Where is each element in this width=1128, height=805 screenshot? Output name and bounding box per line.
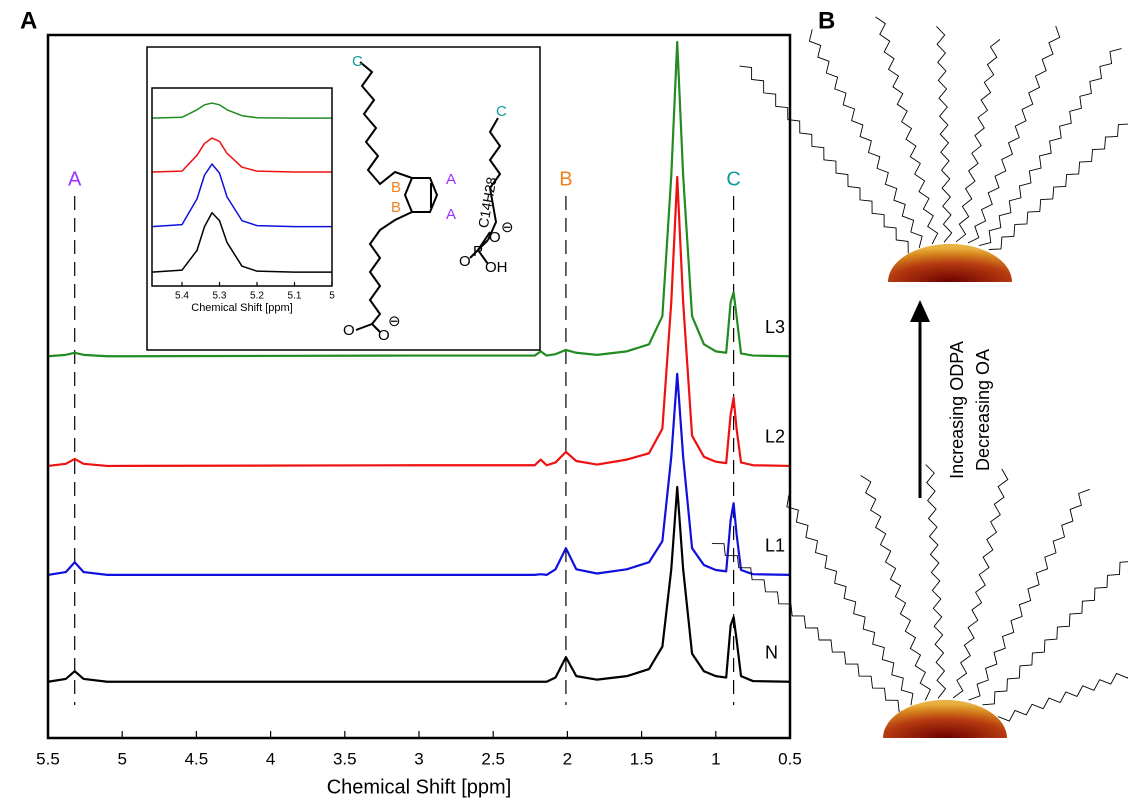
ligand-chain	[786, 494, 914, 706]
ligand-chain	[997, 672, 1128, 722]
x-tick-label: 0.5	[778, 749, 802, 768]
spectrum-line	[151, 137, 332, 173]
x-tick-label: 5.4	[175, 291, 189, 302]
x-tick-label: 2.5	[481, 749, 505, 768]
ligand-chain	[739, 65, 909, 254]
spectrum-line	[151, 211, 332, 273]
series-label: L2	[765, 427, 785, 447]
ligand-chain	[982, 561, 1128, 706]
axes-frame	[151, 87, 333, 287]
panel-label: B	[818, 7, 835, 34]
atom-label: O	[343, 322, 355, 339]
nanoparticle	[888, 244, 1012, 282]
x-tick-label: 1.5	[630, 749, 654, 768]
axes-frame	[46, 33, 792, 740]
ligand-chain	[875, 16, 939, 245]
ligand-chain	[968, 488, 1090, 701]
ligand-chain	[711, 543, 900, 713]
series-label: L3	[765, 317, 785, 337]
arrow-label: Increasing ODPA	[947, 341, 967, 479]
inset-plot: 5.4 5.3 5.2 5.1 5 Chemical Shift [ppm]	[151, 87, 335, 314]
ligand-chain	[978, 48, 1122, 247]
x-tick-label: 3	[414, 749, 423, 768]
ligand-chain	[925, 464, 947, 699]
x-tick-label: 1	[711, 749, 720, 768]
atom-label: B	[391, 199, 401, 216]
ligand-chain	[860, 475, 931, 701]
ligand-chain	[808, 29, 923, 249]
atom-label: A	[446, 171, 456, 188]
atom-label: C	[496, 103, 507, 120]
x-tick-label: 5.5	[36, 749, 60, 768]
main-plot: 5.5 5 4.5 4 3.5 3 2.5 2 1.5 1 0.5 Chemical Shift [p…	[36, 33, 802, 798]
atom-label: O	[489, 229, 501, 246]
x-tick-label: 5.1	[288, 291, 302, 302]
atom-label: B	[391, 179, 401, 196]
charge: ⊖	[388, 313, 401, 330]
peak-label: B	[559, 168, 572, 190]
molecule	[355, 61, 502, 333]
charge: ⊖	[501, 219, 514, 236]
ligand-chain	[955, 39, 1001, 243]
x-axis-label: Chemical Shift [ppm]	[191, 302, 292, 314]
peak-label: C	[726, 168, 740, 190]
x-tick-label: 5	[329, 291, 335, 302]
nanoparticle	[883, 700, 1007, 738]
x-tick-label: 5.2	[250, 291, 264, 302]
spectrum-line	[151, 163, 332, 228]
x-axis-label: Chemical Shift [ppm]	[327, 776, 512, 798]
atom-label: A	[446, 206, 456, 223]
x-tick-label: 4	[266, 749, 275, 768]
spectrum-line	[47, 40, 791, 358]
spectrum-line	[151, 102, 332, 119]
ligand-panel	[711, 16, 1128, 738]
ligand-chain	[952, 468, 1009, 699]
ligand-chain	[967, 25, 1061, 244]
arrow-head	[910, 300, 930, 322]
x-tick-label: 4.5	[185, 749, 209, 768]
peak-label: A	[68, 168, 82, 190]
atom-label: O	[459, 253, 471, 270]
spectrum-line	[47, 175, 791, 468]
x-tick-label: 5.3	[213, 291, 227, 302]
inset-frame	[146, 46, 541, 351]
series-label: N	[765, 643, 778, 663]
ligand-chain	[988, 123, 1128, 250]
spectrum-line	[47, 485, 791, 683]
panel-label: A	[20, 7, 37, 34]
x-tick-label: 5	[117, 749, 126, 768]
spectrum-line	[47, 372, 791, 576]
arrow-label: Decreasing OA	[973, 349, 993, 471]
atom-label: P	[473, 243, 483, 260]
atom-label: O	[378, 327, 390, 344]
atom-label: OH	[485, 259, 508, 276]
ligand-chain	[936, 25, 953, 243]
x-tick-label: 2	[563, 749, 572, 768]
series-label: L1	[765, 536, 785, 556]
x-tick-label: 3.5	[333, 749, 357, 768]
atom-label: C	[352, 53, 363, 70]
